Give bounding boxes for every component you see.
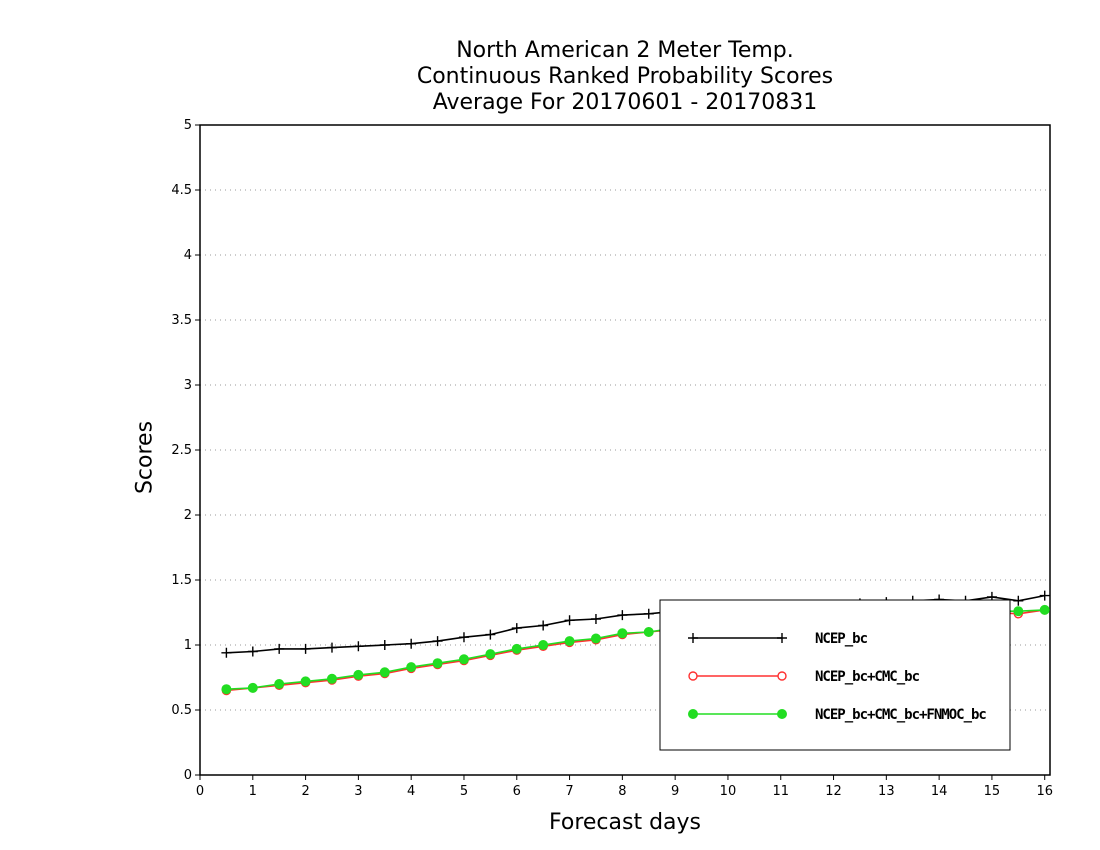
data-point-2: [353, 669, 364, 680]
x-tick-label: 1: [249, 784, 257, 799]
data-point-0: [221, 647, 232, 658]
x-tick-label: 15: [984, 784, 1001, 799]
x-tick-label: 0: [196, 784, 204, 799]
data-point-2: [221, 684, 232, 695]
x-tick-label: 10: [720, 784, 737, 799]
chart-title-line-2: Continuous Ranked Probability Scores: [416, 64, 834, 89]
x-tick-label: 9: [671, 784, 679, 799]
x-tick-label: 16: [1036, 784, 1053, 799]
x-tick-label: 6: [513, 784, 521, 799]
data-point-0: [1039, 590, 1050, 601]
y-tick-label: 5: [184, 118, 192, 133]
x-tick-label: 8: [618, 784, 626, 799]
data-point-2: [511, 643, 522, 654]
x-tick-label: 5: [460, 784, 468, 799]
y-tick-label: 0.5: [171, 703, 192, 718]
data-point-0: [247, 646, 258, 657]
legend-box: [659, 599, 1011, 751]
data-point-0: [485, 629, 496, 640]
data-point-2: [300, 676, 311, 687]
legend-label-1: NCEP_bc+CMC_bc: [815, 669, 920, 685]
data-point-2: [432, 658, 443, 669]
y-tick-label: 3: [184, 378, 192, 393]
y-tick-label: 4: [184, 248, 192, 263]
data-point-0: [300, 643, 311, 654]
y-tick-label: 2.5: [171, 443, 192, 458]
y-tick-label: 0: [184, 768, 192, 783]
legend-label-0: NCEP_bc: [815, 631, 868, 647]
x-tick-label: 14: [931, 784, 948, 799]
x-tick-label: 2: [301, 784, 309, 799]
data-point-0: [326, 642, 337, 653]
y-tick-label: 3.5: [171, 313, 192, 328]
chart-title-line-1: North American 2 Meter Temp.: [456, 38, 794, 63]
data-point-2: [538, 640, 549, 650]
x-tick-label: 4: [407, 784, 415, 799]
y-tick-label: 4.5: [171, 183, 192, 198]
legend-marker-1: [777, 671, 787, 681]
legend-marker-0: [777, 633, 787, 643]
legend-marker-1: [688, 671, 698, 681]
legend-marker-0: [688, 633, 698, 643]
data-point-0: [432, 636, 443, 647]
data-point-0: [458, 632, 469, 643]
legend-label-2: NCEP_bc+CMC_bc+FNMOC_bc: [815, 707, 986, 723]
data-point-0: [353, 641, 364, 652]
chart-title-line-3: Average For 20170601 - 20170831: [432, 90, 818, 115]
data-point-2: [643, 627, 654, 637]
data-point-0: [617, 610, 628, 621]
data-point-2: [590, 633, 601, 644]
data-point-0: [643, 608, 654, 619]
data-point-2: [1013, 606, 1024, 617]
x-tick-label: 11: [772, 784, 789, 799]
data-point-2: [379, 667, 390, 678]
x-tick-label: 12: [825, 784, 842, 799]
data-point-0: [590, 614, 601, 624]
x-tick-label: 3: [354, 784, 362, 799]
data-point-2: [326, 673, 337, 684]
x-axis-label: Forecast days: [548, 810, 701, 835]
data-point-0: [511, 623, 522, 634]
x-tick-label: 13: [878, 784, 895, 799]
data-point-2: [1039, 604, 1050, 615]
data-point-2: [247, 682, 258, 693]
data-point-2: [406, 662, 417, 673]
data-point-0: [379, 640, 390, 650]
y-tick-label: 2: [184, 508, 192, 523]
y-tick-label: 1: [184, 638, 192, 653]
y-axis-label: Scores: [132, 420, 158, 495]
y-tick-label: 1.5: [171, 573, 192, 588]
data-point-2: [274, 679, 285, 689]
legend-marker-2: [688, 709, 698, 719]
data-point-2: [458, 654, 469, 665]
data-point-2: [617, 628, 628, 639]
data-point-0: [564, 615, 575, 626]
x-tick-label: 7: [565, 784, 573, 799]
legend-marker-2: [777, 709, 787, 719]
data-point-0: [406, 638, 417, 649]
data-point-0: [274, 643, 285, 654]
data-point-2: [485, 649, 496, 660]
data-point-2: [564, 636, 575, 647]
data-point-0: [538, 620, 549, 631]
data-point-0: [1013, 595, 1024, 606]
